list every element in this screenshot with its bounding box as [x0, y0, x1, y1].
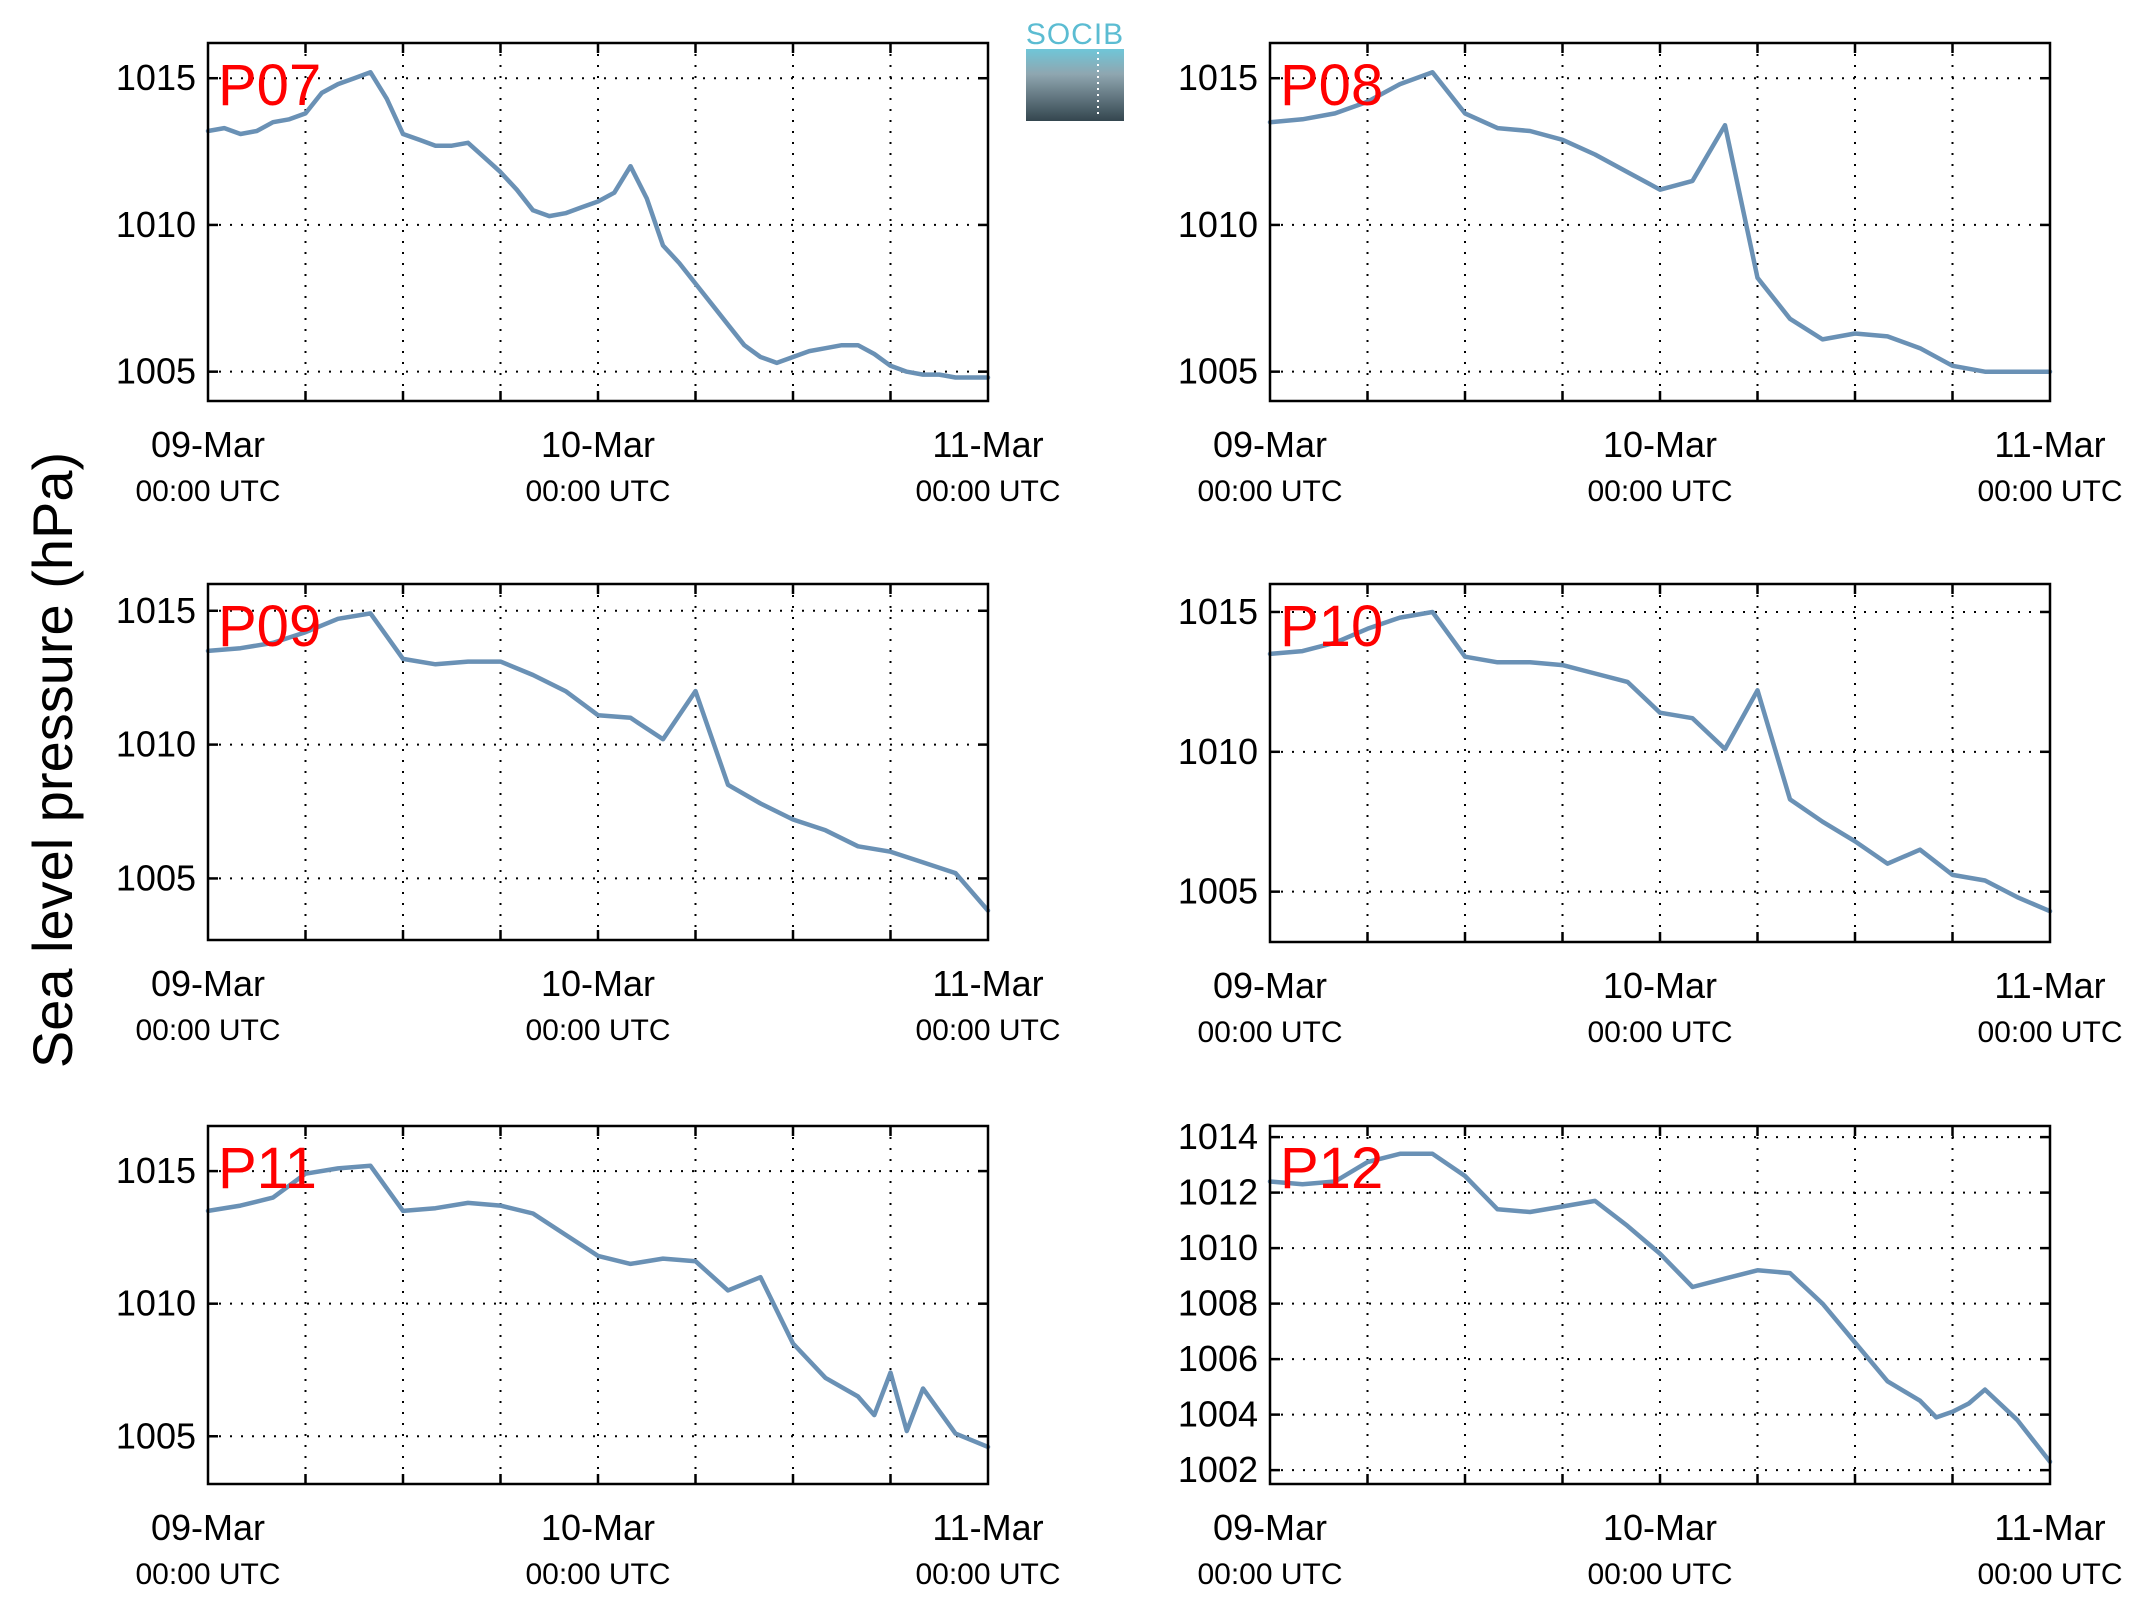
x-tick-sublabel: 00:00 UTC [1197, 1558, 1342, 1591]
panel-p10: 1005 1010 1015 09-Mar 00:00 UTC 10-Mar 00:00 U… [1178, 582, 2123, 1049]
y-tick-label: 1008 [1178, 1283, 1258, 1324]
y-tick-label: 1010 [1178, 204, 1258, 245]
x-tick-sublabel: 00:00 UTC [915, 475, 1060, 508]
x-tick-sublabel: 00:00 UTC [525, 475, 670, 508]
panel-label: P09 [218, 594, 321, 659]
x-tick-sublabel: 00:00 UTC [1587, 1558, 1732, 1591]
panel-label: P12 [1280, 1136, 1383, 1201]
x-tick-sublabel: 00:00 UTC [1977, 1016, 2122, 1049]
x-tick-label: 11-Mar [932, 1507, 1043, 1548]
y-tick-label: 1004 [1178, 1394, 1258, 1435]
plot-frame [206, 41, 990, 403]
plot-frame [1268, 1124, 2052, 1486]
y-tick-label: 1010 [116, 724, 196, 765]
y-tick-label: 1014 [1178, 1116, 1258, 1157]
x-tick-sublabel: 00:00 UTC [135, 1014, 280, 1047]
y-tick-label: 1002 [1178, 1449, 1258, 1490]
panel-p12: 1002 1004 1006 1008 1010 1012 1014 09-Mar 00:00 … [1178, 1116, 2123, 1591]
x-tick-sublabel: 00:00 UTC [525, 1558, 670, 1591]
logo-mark [1026, 49, 1124, 121]
y-tick-label: 1005 [116, 1415, 196, 1456]
logo-text: SOCIB [1026, 18, 1124, 51]
socib-logo: SOCIB [1026, 18, 1124, 121]
y-tick-label: 1010 [116, 204, 196, 245]
y-tick-label: 1015 [116, 1150, 196, 1191]
x-tick-sublabel: 00:00 UTC [1977, 475, 2122, 508]
panel-label: P10 [1280, 594, 1383, 659]
panel-label: P07 [218, 53, 321, 118]
panel-p08: 1005 1010 1015 09-Mar 00:00 UTC 10-Mar 00:00 U… [1178, 41, 2123, 508]
plot-frame [1268, 582, 2052, 944]
x-tick-sublabel: 00:00 UTC [1587, 1016, 1732, 1049]
x-tick-label: 10-Mar [541, 424, 655, 465]
panel-p07: 1005 1010 1015 09-Mar 00:00 UTC 10-Mar 00:00 U… [116, 41, 1061, 508]
plot-frame [206, 1124, 990, 1486]
y-tick-label: 1006 [1178, 1338, 1258, 1379]
x-tick-sublabel: 00:00 UTC [135, 1558, 280, 1591]
x-tick-label: 09-Mar [1213, 424, 1327, 465]
plot-frame [206, 582, 990, 942]
x-tick-sublabel: 00:00 UTC [915, 1558, 1060, 1591]
x-tick-label: 11-Mar [932, 963, 1043, 1004]
series-line [1267, 609, 2053, 914]
x-tick-label: 11-Mar [932, 424, 1043, 465]
y-tick-label: 1005 [116, 857, 196, 898]
x-tick-label: 10-Mar [1603, 1507, 1717, 1548]
x-tick-label: 11-Mar [1994, 965, 2105, 1006]
x-tick-sublabel: 00:00 UTC [1197, 475, 1342, 508]
x-tick-sublabel: 00:00 UTC [1977, 1558, 2122, 1591]
x-tick-label: 09-Mar [151, 424, 265, 465]
x-tick-label: 09-Mar [1213, 965, 1327, 1006]
y-tick-label: 1015 [116, 57, 196, 98]
x-tick-sublabel: 00:00 UTC [1587, 475, 1732, 508]
series-line [1267, 70, 2053, 374]
x-tick-label: 10-Mar [1603, 424, 1717, 465]
x-tick-label: 10-Mar [541, 1507, 655, 1548]
y-tick-label: 1010 [1178, 1227, 1258, 1268]
panel-label: P11 [218, 1136, 317, 1201]
x-tick-label: 11-Mar [1994, 424, 2105, 465]
series-line [205, 611, 991, 913]
y-tick-label: 1015 [1178, 591, 1258, 632]
panel-p11: 1005 1010 1015 09-Mar 00:00 UTC 10-Mar 00:00 U… [116, 1124, 1061, 1591]
plot-frame [1268, 41, 2052, 403]
panels: 1005 1010 1015 09-Mar 00:00 UTC 10-Mar 00:00 U… [116, 41, 2123, 1591]
y-tick-label: 1015 [1178, 57, 1258, 98]
x-tick-label: 10-Mar [541, 963, 655, 1004]
y-tick-label: 1010 [116, 1283, 196, 1324]
x-tick-label: 11-Mar [1994, 1507, 2105, 1548]
y-tick-label: 1005 [1178, 871, 1258, 912]
x-tick-label: 09-Mar [151, 1507, 265, 1548]
y-tick-label: 1005 [1178, 351, 1258, 392]
x-tick-sublabel: 00:00 UTC [915, 1014, 1060, 1047]
panel-label: P08 [1280, 53, 1383, 118]
series-line [1267, 1151, 2053, 1465]
x-tick-label: 09-Mar [151, 963, 265, 1004]
panel-p09: 1005 1010 1015 09-Mar 00:00 UTC 10-Mar 00:00 U… [116, 582, 1061, 1047]
y-tick-label: 1015 [116, 590, 196, 631]
x-tick-label: 09-Mar [1213, 1507, 1327, 1548]
y-axis-label: Sea level pressure (hPa) [21, 452, 84, 1068]
x-tick-sublabel: 00:00 UTC [525, 1014, 670, 1047]
x-tick-sublabel: 00:00 UTC [135, 475, 280, 508]
series-line [205, 70, 991, 380]
series-line [205, 1163, 991, 1450]
x-tick-label: 10-Mar [1603, 965, 1717, 1006]
y-tick-label: 1005 [116, 351, 196, 392]
x-tick-sublabel: 00:00 UTC [1197, 1016, 1342, 1049]
y-tick-label: 1010 [1178, 731, 1258, 772]
y-tick-label: 1012 [1178, 1172, 1258, 1213]
